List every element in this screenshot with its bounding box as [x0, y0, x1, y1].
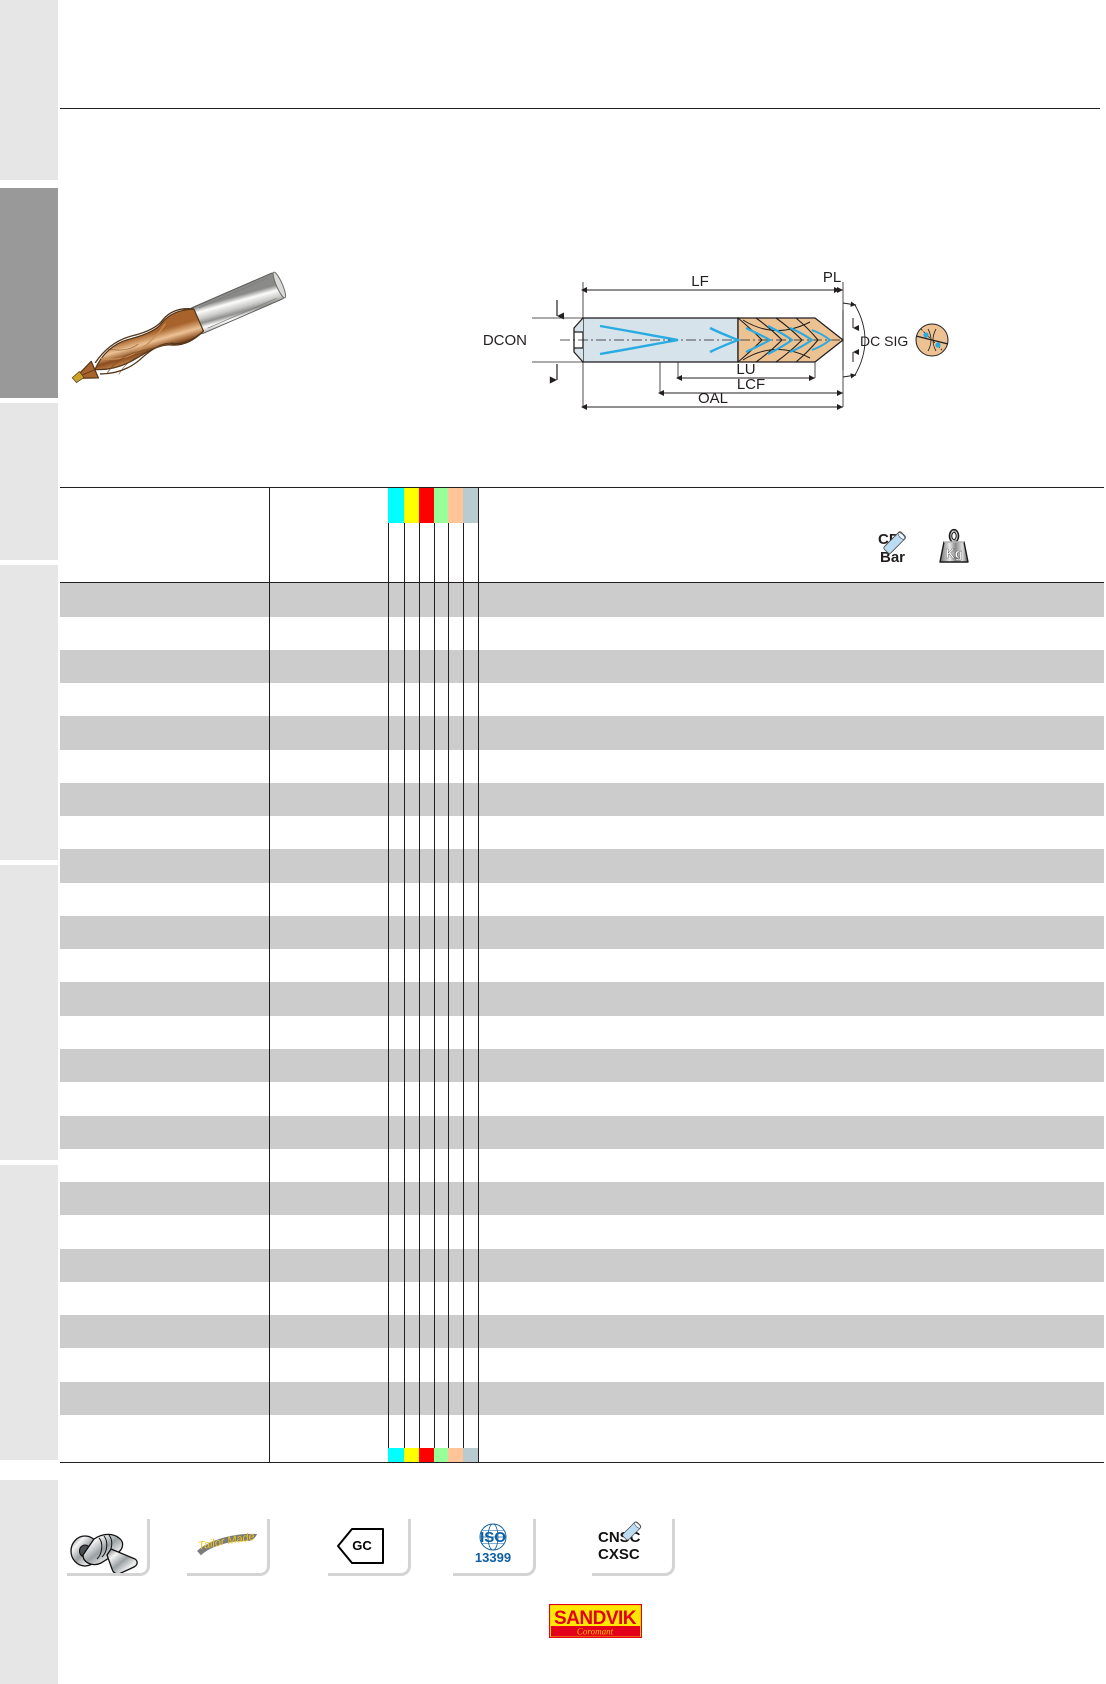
svg-text:DCON: DCON [483, 332, 527, 349]
svg-text:LCF: LCF [737, 376, 765, 393]
svg-text:Kg: Kg [945, 546, 962, 561]
svg-text:Coromant: Coromant [577, 1627, 614, 1637]
svg-text:OAL: OAL [698, 390, 728, 407]
svg-text:DC SIG: DC SIG [860, 333, 908, 349]
svg-text:PL: PL [823, 270, 841, 286]
svg-text:LF: LF [691, 273, 709, 290]
